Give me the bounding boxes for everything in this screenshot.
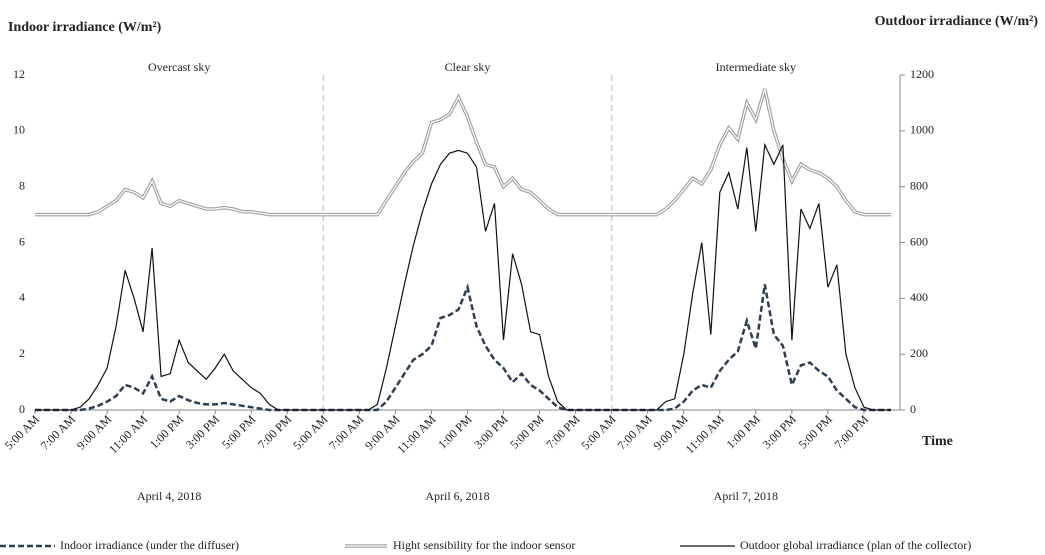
legend-label: Indoor irradiance (under the diffuser) xyxy=(60,538,239,552)
sky-label: Clear sky xyxy=(445,60,491,74)
y-tick-label: 12 xyxy=(13,67,25,81)
legend-label: Outdoor global irradiance (plan of the c… xyxy=(740,538,971,552)
x-tick-label: 7:00 AM xyxy=(38,412,79,453)
x-tick-label: 5:00 PM xyxy=(796,412,836,452)
x-tick-label: 7:00 PM xyxy=(832,412,872,452)
y-tick-label: 8 xyxy=(19,178,25,192)
sky-label: Intermediate sky xyxy=(716,60,796,74)
x-tick-label: 7:00 PM xyxy=(543,412,583,452)
x-tick-label: 7:00 AM xyxy=(326,412,367,453)
y-axis-title: Indoor irradiance (W/m²) xyxy=(8,20,162,35)
series-line xyxy=(35,142,891,411)
y-tick-label: 0 xyxy=(19,402,25,416)
x-tick-label: 3:00 PM xyxy=(183,412,223,452)
y-tick-label: 4 xyxy=(19,290,25,304)
day-label: April 7, 2018 xyxy=(714,489,778,503)
day-label: April 4, 2018 xyxy=(137,489,201,503)
x-tick-label: 11:00 AM xyxy=(394,412,438,456)
x-tick-label: 5:00 AM xyxy=(578,412,619,453)
x-tick-label: 5:00 AM xyxy=(290,412,331,453)
sky-label: Overcast sky xyxy=(148,60,210,74)
day-label: April 6, 2018 xyxy=(425,489,489,503)
series-line-inner xyxy=(35,88,891,216)
y2-tick-label: 0 xyxy=(910,402,916,416)
y2-tick-label: 800 xyxy=(910,178,928,192)
y2-tick-label: 400 xyxy=(910,290,928,304)
y-tick-label: 10 xyxy=(13,123,25,137)
x-tick-label: 5:00 AM xyxy=(2,412,43,453)
x-tick-label: 1:00 PM xyxy=(147,412,187,452)
series-line xyxy=(35,283,891,412)
x-tick-label: 3:00 PM xyxy=(471,412,511,452)
x-tick-label: 1:00 PM xyxy=(724,412,764,452)
x-tick-label: 5:00 PM xyxy=(507,412,547,452)
x-tick-label: 11:00 AM xyxy=(683,412,727,456)
y2-tick-label: 200 xyxy=(910,346,928,360)
y2-tick-label: 1200 xyxy=(910,67,934,81)
x-axis-title: Time xyxy=(922,434,953,449)
x-tick-label: 11:00 AM xyxy=(106,412,150,456)
x-tick-label: 1:00 PM xyxy=(435,412,475,452)
x-tick-label: 7:00 AM xyxy=(614,412,655,453)
y-tick-label: 6 xyxy=(19,234,25,248)
x-tick-label: 5:00 PM xyxy=(219,412,259,452)
y-tick-label: 2 xyxy=(19,346,25,360)
y2-tick-label: 600 xyxy=(910,234,928,248)
x-tick-label: 7:00 PM xyxy=(255,412,295,452)
y2-tick-label: 1000 xyxy=(910,123,934,137)
x-tick-label: 3:00 PM xyxy=(760,412,800,452)
legend-label: Hight sensibility for the indoor sensor xyxy=(393,538,575,552)
y2-axis-title: Outdoor irradiance (W/m²) xyxy=(875,14,1039,29)
